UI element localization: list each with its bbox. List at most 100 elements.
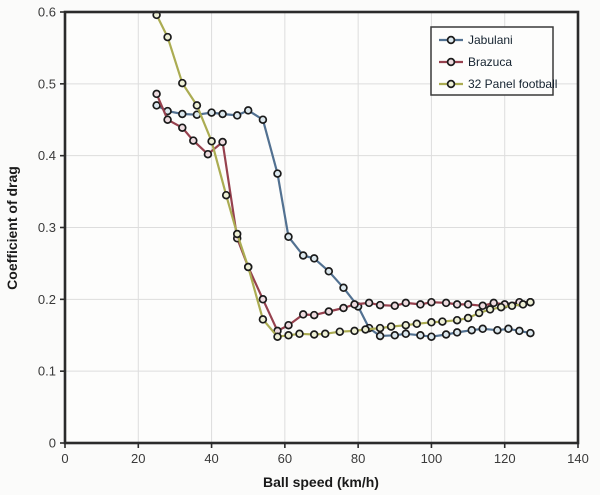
data-point xyxy=(309,310,319,320)
legend-item-brazuca: Brazuca xyxy=(439,55,512,69)
data-point xyxy=(350,326,359,336)
data-point xyxy=(518,300,528,309)
series-32-panel-football xyxy=(152,10,535,341)
data-point xyxy=(258,295,268,304)
data-point xyxy=(478,324,487,334)
data-point xyxy=(178,123,187,132)
data-point xyxy=(375,323,385,333)
legend-item-jabulani: Jabulani xyxy=(439,33,513,47)
y-tick-label: 0.2 xyxy=(38,292,56,307)
data-point xyxy=(496,302,506,312)
data-point xyxy=(178,78,187,88)
legend-marker-icon xyxy=(446,35,456,45)
plot-border xyxy=(63,10,580,445)
data-point xyxy=(284,320,293,330)
legend-label: 32 Panel football xyxy=(468,77,557,91)
data-point xyxy=(178,109,187,119)
data-point xyxy=(361,325,370,334)
data-point xyxy=(390,331,400,340)
data-point xyxy=(463,300,473,309)
data-point xyxy=(207,108,216,117)
x-tick-label: 120 xyxy=(494,451,516,466)
data-point xyxy=(438,317,447,326)
data-point xyxy=(489,298,498,308)
data-point xyxy=(467,325,476,335)
data-point xyxy=(324,307,334,316)
y-tick-label: 0.1 xyxy=(38,364,56,379)
data-point xyxy=(152,101,161,110)
data-point xyxy=(189,136,198,145)
data-point xyxy=(474,308,484,318)
data-point xyxy=(221,190,231,200)
data-point xyxy=(273,169,282,178)
data-point xyxy=(416,300,425,309)
data-point xyxy=(526,297,535,307)
data-point xyxy=(324,267,334,276)
data-point xyxy=(232,111,242,120)
data-point xyxy=(463,313,473,323)
data-point xyxy=(504,324,513,334)
y-tick-label: 0.5 xyxy=(38,76,56,91)
x-tick-label: 140 xyxy=(567,451,589,466)
data-point xyxy=(298,310,308,319)
data-point xyxy=(243,262,253,272)
data-point xyxy=(485,305,495,314)
legend-label: Brazuca xyxy=(468,55,512,69)
data-point xyxy=(163,115,172,124)
data-point xyxy=(339,283,348,293)
data-point xyxy=(412,319,422,329)
data-point xyxy=(309,330,319,339)
data-point xyxy=(375,300,385,310)
x-tick-label: 80 xyxy=(351,451,365,466)
data-point xyxy=(295,329,304,339)
data-point xyxy=(298,251,308,260)
data-point xyxy=(364,298,374,308)
legend-item-32-panel-football: 32 Panel football xyxy=(439,77,557,91)
data-point xyxy=(452,328,462,337)
data-point xyxy=(203,149,213,159)
legend-label: Jabulani xyxy=(468,33,513,47)
data-point xyxy=(427,332,436,341)
data-point xyxy=(258,115,268,124)
data-point xyxy=(218,137,227,147)
data-point xyxy=(427,318,436,327)
data-point xyxy=(416,331,425,340)
y-tick-label: 0.4 xyxy=(38,148,56,163)
data-point xyxy=(452,300,462,309)
data-point xyxy=(441,298,451,308)
data-point xyxy=(152,89,161,99)
data-point xyxy=(515,326,524,336)
data-point xyxy=(507,301,517,311)
data-point xyxy=(350,300,359,309)
y-axis-title: Coefficient of drag xyxy=(4,166,20,290)
data-point xyxy=(232,229,242,239)
data-point xyxy=(309,254,319,263)
series-brazuca xyxy=(152,89,535,336)
data-point xyxy=(452,315,462,325)
chart-canvas: 0 20 40 60 80 100 120 140 0 0.1 0.2 0.3 0.4 0.5 0.6 Jab… xyxy=(38,5,589,467)
x-axis-title: Ball speed (km/h) xyxy=(263,474,379,490)
data-point xyxy=(243,106,253,115)
data-point xyxy=(386,322,396,331)
data-point xyxy=(401,320,411,330)
data-point xyxy=(339,303,348,313)
data-point xyxy=(427,297,436,307)
data-point xyxy=(284,232,293,242)
y-tick-label: 0 xyxy=(49,436,56,451)
data-point xyxy=(192,101,202,110)
data-point xyxy=(207,137,216,146)
data-point xyxy=(441,330,451,339)
data-point xyxy=(526,328,535,338)
data-point xyxy=(163,32,172,42)
legend: Jabulani Brazuca 32 Panel football xyxy=(430,26,557,96)
x-tick-label: 100 xyxy=(421,451,443,466)
data-point xyxy=(218,109,227,119)
x-tick-label: 40 xyxy=(204,451,218,466)
data-point xyxy=(375,331,385,341)
data-point xyxy=(320,329,330,339)
legend-marker-icon xyxy=(446,57,456,67)
y-tick-label: 0.6 xyxy=(38,5,56,20)
axis-ticks: 0 20 40 60 80 100 120 140 0 0.1 0.2 0.3 0.4 0.5 0.6 xyxy=(38,5,589,467)
